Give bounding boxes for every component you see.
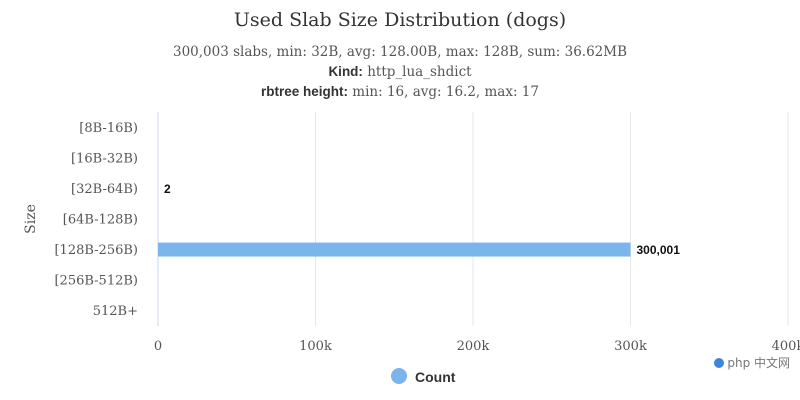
watermark: php 中文网 [710, 353, 794, 372]
chart-title: Used Slab Size Distribution (dogs) [233, 9, 567, 31]
y-tick-label: [64B-128B) [63, 213, 138, 228]
chart-summary: 300,003 slabs, min: 32B, avg: 128.00B, m… [172, 44, 628, 60]
watermark-logo-icon [714, 358, 725, 368]
x-tick-label: 300k [614, 339, 647, 354]
bar [158, 242, 631, 257]
watermark-text: php 中文网 [727, 356, 790, 370]
kind-value: http_lua_shdict [367, 64, 472, 80]
x-tick-label: 100k [299, 339, 332, 354]
data-label: 2 [164, 182, 171, 196]
legend-label: Count [415, 369, 456, 385]
kind-key: Kind: [328, 64, 363, 79]
x-tick-label: 400k [772, 339, 800, 354]
kind-line: Kind: http_lua_shdict [0, 64, 800, 80]
y-tick-label: [128B-256B) [54, 243, 138, 258]
y-axis-title: Size [23, 204, 39, 234]
rbtree-line: rbtree height: min: 16, avg: 16.2, max: … [0, 84, 800, 100]
y-tick-label: [32B-64B) [71, 182, 138, 197]
x-tick-label: 200k [457, 339, 490, 354]
rbtree-value: min: 16, avg: 16.2, max: 17 [352, 84, 539, 100]
data-label: 300,001 [637, 243, 681, 257]
y-tick-label: [256B-512B) [54, 274, 138, 289]
y-tick-label: [8B-16B) [79, 121, 138, 136]
legend-marker [391, 368, 407, 384]
y-tick-label: 512B+ [93, 304, 138, 319]
x-tick-label: 0 [154, 339, 162, 354]
rbtree-key: rbtree height: [260, 84, 348, 99]
y-tick-label: [16B-32B) [71, 151, 138, 166]
